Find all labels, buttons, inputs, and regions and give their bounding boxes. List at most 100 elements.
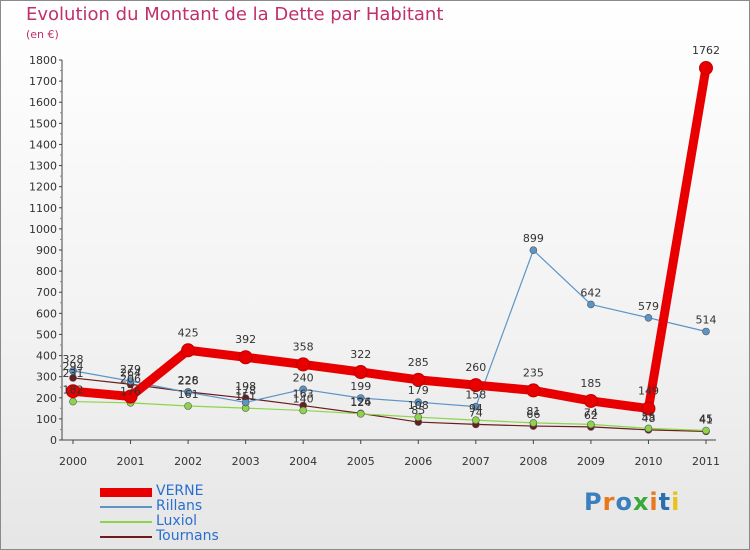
logo-letter: o (615, 488, 633, 516)
data-point-rillans (587, 300, 595, 309)
data-label-tournans: 66 (526, 408, 540, 421)
data-label-verne: 392 (235, 333, 256, 346)
data-point-verne (699, 61, 713, 76)
data-point-rillans (69, 366, 77, 375)
data-point-verne (526, 383, 541, 398)
data-point-verne (353, 365, 368, 380)
y-tick-label: 1600 (29, 96, 57, 109)
data-label-luxiol: 94 (469, 402, 483, 415)
x-tick-label: 2001 (117, 455, 145, 468)
y-tick-label: 200 (36, 392, 57, 405)
y-tick-label: 800 (36, 265, 57, 278)
data-point-luxiol (472, 416, 480, 424)
data-label-luxiol: 81 (526, 405, 540, 418)
data-point-luxiol (414, 413, 423, 422)
data-label-rillans: 199 (350, 380, 371, 393)
data-point-verne (66, 384, 80, 399)
data-point-verne (238, 350, 253, 365)
line-chart: 0 100 200 300 400 500 600 700 800 900 1000 1100 1200… (29, 44, 720, 468)
x-tick-label: 2006 (404, 455, 432, 468)
data-point-verne (641, 401, 656, 416)
y-tick-label: 1000 (29, 223, 57, 236)
y-tick-label: 300 (36, 371, 57, 384)
data-label-luxiol: 151 (235, 390, 256, 403)
y-tick-label: 100 (36, 413, 57, 426)
legend-label: Rillans (156, 498, 203, 514)
y-tick-label: 400 (36, 350, 57, 363)
y-tick-label: 1800 (29, 54, 57, 67)
data-point-luxiol (529, 419, 538, 427)
data-label-verne: 149 (638, 385, 659, 398)
data-label-luxiol: 176 (120, 385, 141, 398)
y-unit-label: (en €) (26, 28, 59, 41)
data-label-luxiol: 45 (699, 413, 713, 426)
legend-label: Tournans (156, 528, 219, 544)
data-label-luxiol: 161 (178, 388, 199, 401)
data-label-rillans: 579 (638, 300, 659, 313)
logo-letter: t (658, 488, 672, 516)
data-point-verne (468, 378, 483, 393)
y-tick-label: 1400 (29, 138, 57, 151)
legend-swatch (100, 506, 152, 508)
data-label-verne: 206 (120, 373, 141, 386)
data-label-luxiol: 124 (350, 396, 371, 409)
y-tick-label: 0 (50, 434, 57, 447)
y-tick-label: 1300 (29, 160, 57, 173)
legend-swatch (100, 536, 152, 538)
y-tick-label: 1200 (29, 181, 57, 194)
y-tick-label: 1500 (29, 117, 57, 130)
data-label-verne: 322 (350, 348, 371, 361)
data-point-verne (181, 343, 196, 358)
series-line-luxiol (72, 400, 707, 432)
data-label-luxiol: 55 (641, 410, 655, 423)
data-label-tournans: 74 (469, 406, 483, 419)
data-point-rillans (529, 246, 538, 255)
data-point-rillans (472, 402, 480, 411)
data-point-luxiol (299, 406, 307, 415)
legend-swatch (100, 521, 152, 523)
data-label-verne: 1762 (692, 44, 720, 57)
legend-swatch (100, 487, 152, 497)
data-point-luxiol (644, 424, 653, 433)
data-point-rillans (414, 398, 423, 407)
data-point-luxiol (587, 420, 595, 429)
data-label-rillans: 514 (696, 313, 717, 326)
data-label-luxiol: 182 (63, 384, 84, 397)
y-tick-label: 500 (36, 328, 57, 341)
data-label-luxiol: 140 (293, 392, 314, 405)
logo-letter: r (602, 488, 616, 516)
data-point-rillans (644, 313, 653, 322)
data-point-rillans (184, 388, 192, 397)
data-label-rillans: 899 (523, 232, 544, 245)
data-point-luxiol (69, 397, 77, 406)
data-label-tournans: 85 (411, 404, 425, 417)
data-point-luxiol (702, 426, 710, 435)
x-tick-label: 2005 (347, 455, 375, 468)
x-tick-label: 2007 (462, 455, 490, 468)
data-label-rillans: 240 (293, 371, 314, 384)
x-tick-label: 2008 (519, 455, 547, 468)
x-tick-label: 2004 (289, 455, 317, 468)
data-label-tournans: 228 (178, 374, 199, 387)
proxiti-logo: Proxiti (584, 488, 680, 516)
data-label-rillans: 179 (408, 384, 429, 397)
data-label-luxiol: 74 (584, 406, 598, 419)
y-tick-label: 900 (36, 244, 57, 257)
data-label-rillans: 226 (178, 374, 199, 387)
data-label-verne: 358 (293, 340, 314, 353)
data-label-tournans: 41 (699, 413, 713, 426)
data-label-verne: 235 (523, 366, 544, 379)
logo-letter: x (632, 488, 650, 516)
data-point-verne (411, 372, 426, 387)
x-tick-label: 2003 (232, 455, 260, 468)
data-label-verne: 425 (178, 326, 199, 339)
logo-letter: i (649, 488, 659, 516)
data-point-verne (123, 389, 138, 404)
data-label-rillans: 279 (120, 363, 141, 376)
logo-letter: P (584, 488, 603, 516)
data-label-tournans: 294 (63, 360, 84, 373)
series-line-rillans (72, 249, 707, 408)
chart-title: Evolution du Montant de la Dette par Hab… (26, 4, 444, 25)
data-label-verne: 185 (580, 377, 601, 390)
